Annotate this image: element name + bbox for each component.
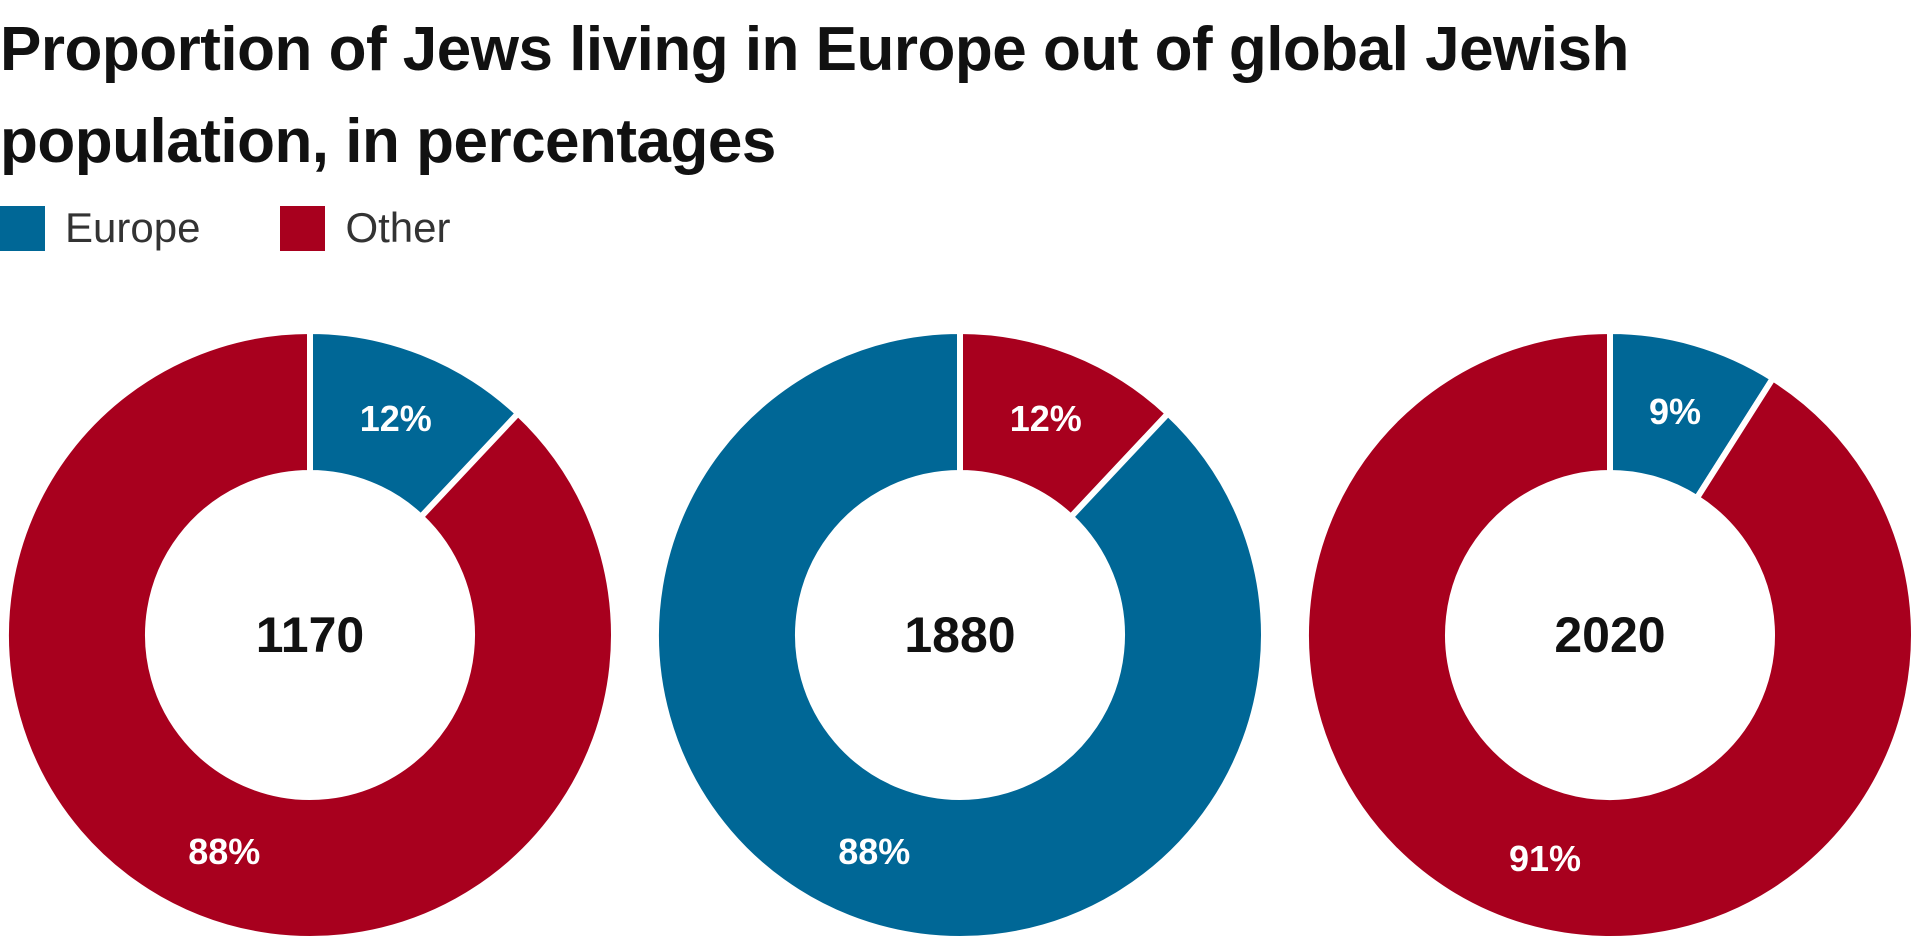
slice-label-europe-1170: 12%: [360, 398, 432, 439]
slice-label-other-2020: 91%: [1509, 838, 1581, 879]
legend-label-other: Other: [345, 204, 451, 251]
legend-swatch-other: [280, 205, 326, 251]
donut-1880: 12% 88% 1880: [652, 327, 1267, 942]
slice-label-other-1880: 12%: [1010, 398, 1082, 439]
slice-label-other-1170: 88%: [188, 831, 260, 872]
slice-label-europe-1880: 88%: [838, 831, 910, 872]
legend-swatch-europe: [0, 205, 45, 251]
donut-1170: 12% 88% 1170: [3, 327, 617, 942]
slice-label-europe-2020: 9%: [1649, 391, 1701, 432]
donut-2020: 9% 91% 2020: [1302, 327, 1917, 942]
legend-label-europe: Europe: [65, 204, 201, 251]
chart-title: Proportion of Jews living in Europe out …: [0, 15, 1629, 176]
center-label-2020: 2020: [1554, 607, 1665, 663]
slice-europe-1880: [652, 327, 1267, 942]
center-label-1170: 1170: [256, 607, 364, 663]
center-label-1880: 1880: [904, 607, 1015, 663]
legend-item-europe: Europe: [0, 204, 200, 252]
legend-item-other: Other: [280, 204, 450, 252]
slice-other-1170: [3, 327, 617, 942]
slice-other-2020: [1302, 327, 1917, 942]
legend: Europe Other: [0, 204, 530, 252]
donut-charts: 12% 88% 1170 12% 88% 1880 9% 91% 2020: [3, 327, 1917, 942]
